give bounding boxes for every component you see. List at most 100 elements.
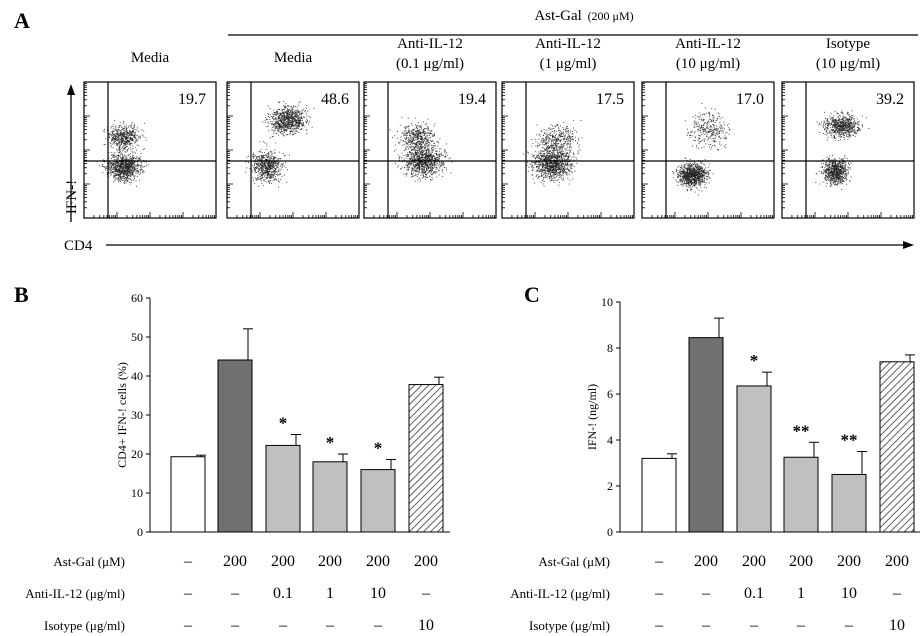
- flow-event: [278, 174, 280, 176]
- flow-event: [541, 163, 543, 165]
- flow-event: [292, 112, 294, 114]
- flow-event: [543, 170, 545, 172]
- flow-event: [122, 140, 124, 142]
- flow-event: [125, 141, 127, 143]
- flow-event: [436, 171, 438, 173]
- flow-event: [116, 165, 118, 167]
- flow-event: [413, 165, 415, 167]
- flow-event: [264, 142, 266, 144]
- flow-event: [280, 113, 281, 115]
- flow-event: [406, 161, 408, 163]
- flow-event: [288, 127, 290, 129]
- flow-event: [268, 166, 270, 168]
- flow-event: [130, 175, 132, 177]
- flow-event: [273, 114, 275, 116]
- flow-event: [429, 169, 431, 171]
- flow-event: [266, 155, 268, 157]
- flow-event: [255, 166, 257, 168]
- flow-event: [546, 143, 548, 145]
- flow-event: [119, 151, 121, 153]
- flow-event: [127, 136, 129, 138]
- flow-event: [297, 110, 299, 112]
- flow-event: [112, 139, 113, 141]
- flow-plot-events: [98, 119, 149, 187]
- flow-event: [113, 143, 115, 145]
- flow-event: [256, 164, 258, 166]
- flow-event: [265, 172, 267, 174]
- flow-event: [565, 165, 567, 166]
- flow-event: [401, 116, 403, 118]
- flow-event: [263, 172, 264, 174]
- flow-event: [277, 116, 279, 118]
- flow-event: [411, 157, 413, 159]
- flow-event: [285, 124, 287, 126]
- flow-event: [268, 153, 270, 155]
- flow-event: [303, 116, 304, 118]
- flow-event: [116, 133, 118, 135]
- flow-event: [421, 165, 422, 167]
- flow-event: [394, 144, 396, 146]
- flow-event: [418, 165, 420, 167]
- flow-event: [254, 163, 256, 165]
- flow-event: [127, 180, 129, 182]
- flow-event: [124, 140, 126, 142]
- flow-event: [550, 171, 551, 173]
- flow-event: [272, 162, 274, 164]
- flow-event: [567, 167, 568, 169]
- flow-event: [112, 124, 114, 126]
- flow-event: [414, 145, 416, 147]
- flow-event: [139, 179, 140, 181]
- flow-event: [135, 152, 136, 154]
- flow-event: [115, 135, 116, 137]
- flow-event: [270, 158, 272, 160]
- flow-event: [295, 125, 297, 126]
- flow-event: [123, 134, 124, 136]
- flow-event: [445, 167, 447, 169]
- flow-event: [141, 161, 143, 163]
- flow-event: [113, 155, 114, 156]
- flow-event: [268, 170, 270, 172]
- flow-event: [422, 172, 424, 174]
- flow-event: [570, 167, 572, 169]
- flow-event: [266, 172, 268, 174]
- flow-event: [108, 137, 110, 139]
- flow-plot-events: [245, 101, 315, 188]
- flow-event: [116, 149, 118, 150]
- flow-event: [438, 163, 440, 165]
- flow-event: [426, 170, 427, 172]
- flow-event: [266, 143, 268, 145]
- flow-event: [418, 133, 420, 135]
- flow-event: [290, 113, 292, 115]
- flow-event: [98, 165, 100, 167]
- flow-event: [421, 147, 423, 149]
- flow-event: [268, 177, 270, 179]
- flow-event: [426, 163, 428, 165]
- flow-event: [548, 161, 550, 163]
- flow-event: [285, 126, 287, 128]
- flow-event: [108, 164, 110, 166]
- flow-event: [277, 169, 279, 171]
- flow-event: [123, 145, 125, 147]
- flow-event: [413, 170, 415, 172]
- flow-event: [528, 152, 530, 154]
- flow-event: [299, 113, 301, 115]
- flow-event: [562, 150, 564, 152]
- flow-event: [132, 152, 134, 154]
- flow-event: [113, 139, 115, 141]
- flow-event: [283, 104, 285, 106]
- flow-event: [417, 167, 419, 169]
- flow-event: [432, 133, 434, 135]
- flow-quadrant-value: 19.4: [458, 91, 486, 108]
- flow-event: [279, 126, 281, 128]
- flow-event: [417, 173, 419, 175]
- flow-event: [424, 137, 426, 138]
- flow-event: [128, 125, 130, 127]
- flow-event: [421, 157, 423, 159]
- flow-event: [137, 169, 139, 171]
- flow-event: [262, 121, 264, 123]
- flow-event: [285, 130, 287, 132]
- flow-event: [410, 152, 412, 154]
- flow-event: [410, 139, 412, 141]
- flow-event: [287, 120, 289, 121]
- flow-event: [122, 157, 124, 159]
